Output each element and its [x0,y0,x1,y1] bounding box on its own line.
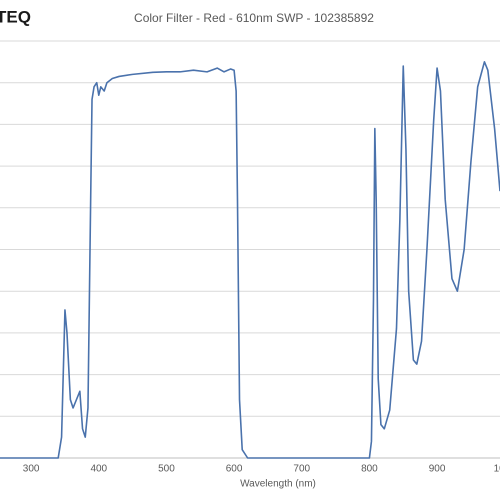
x-tick-label: 800 [361,464,378,475]
x-tick-label: 1000 [494,464,500,475]
x-tick-label: 700 [293,464,310,475]
x-tick-label: 900 [429,464,446,475]
x-tick-label: 300 [23,464,40,475]
x-tick-label: 600 [226,464,243,475]
x-tick-label: 400 [90,464,107,475]
x-axis-label: Wavelength (nm) [240,479,316,490]
logo: TEQ [0,7,31,26]
x-tick-label: 500 [158,464,175,475]
chart-title: Color Filter - Red - 610nm SWP - 1023858… [134,11,374,25]
data-line [0,61,500,459]
